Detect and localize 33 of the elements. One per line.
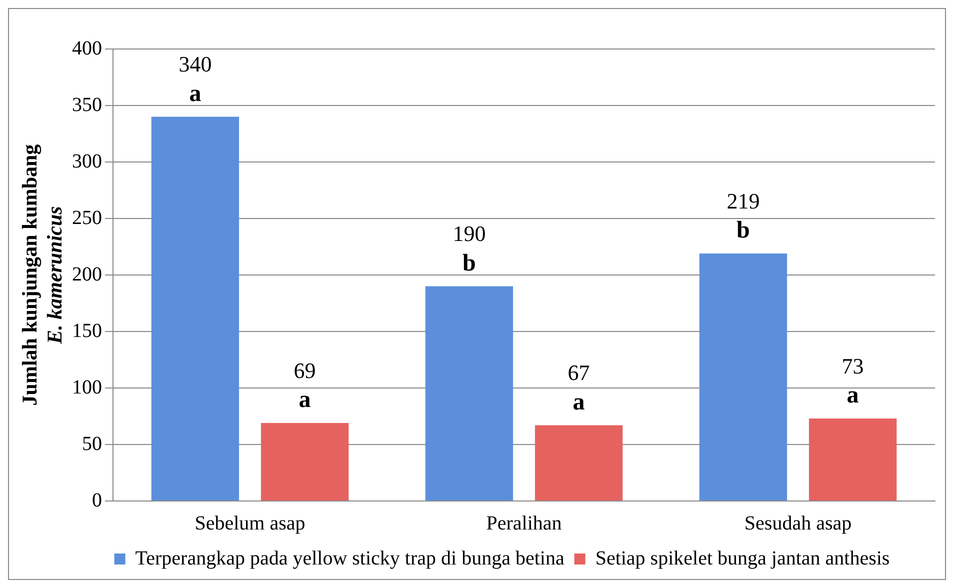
data-label: 67 (568, 360, 590, 386)
legend-label: Terperangkap pada yellow sticky trap di bunga betina (135, 547, 564, 570)
y-tick-label: 50 (82, 432, 102, 455)
y-tick-label: 200 (72, 263, 102, 286)
x-tick-label: Sesudah asap (744, 512, 852, 534)
y-tick-label: 400 (72, 37, 102, 60)
annotation: b (462, 250, 476, 277)
data-label: 219 (726, 188, 760, 214)
y-tick-label: 100 (72, 376, 102, 398)
bar (534, 425, 623, 500)
annotation: b (736, 218, 750, 244)
annotation: a (189, 81, 202, 108)
bar (260, 423, 349, 500)
annotation: a (298, 387, 311, 414)
y-tick-label: 300 (72, 150, 102, 172)
data-label: 73 (842, 353, 864, 378)
annotation: a (572, 389, 585, 416)
legend-label: Setiap spikelet bunga jantan anthesis (595, 547, 890, 570)
data-label: 190 (452, 221, 486, 246)
y-tick-label: 0 (92, 489, 102, 512)
bar (699, 254, 788, 500)
data-label: 340 (178, 52, 212, 77)
y-axis-title: Jumlah kunjungan kumbang E. kamerunicus (17, 144, 66, 406)
x-tick-label: Sebelum asap (194, 512, 306, 534)
y-tick-label: 150 (72, 320, 102, 342)
bar (808, 418, 897, 500)
y-tick-label: 350 (72, 94, 102, 116)
bar (425, 286, 514, 500)
x-tick-label: Peralihan (486, 512, 562, 534)
y-tick-label: 250 (72, 206, 102, 229)
bar (151, 116, 240, 500)
annotation: a (846, 382, 859, 409)
data-label: 69 (294, 358, 316, 383)
